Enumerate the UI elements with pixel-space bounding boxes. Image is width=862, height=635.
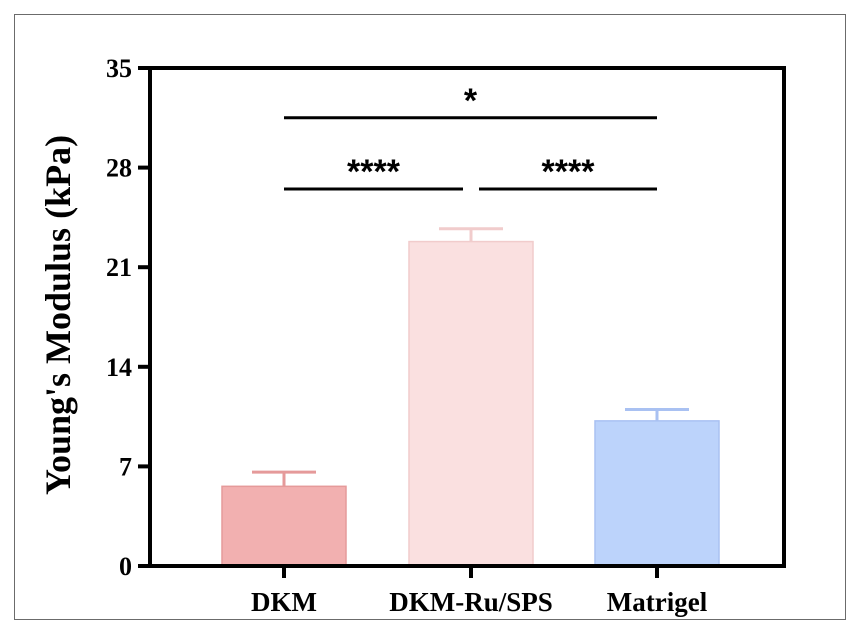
- axes-group: [148, 66, 786, 568]
- y-ticks-group: 0 7 14 21 28 35: [106, 54, 150, 581]
- figure-frame: [14, 14, 846, 620]
- bar-dkm: [221, 485, 347, 567]
- y-tick-label: 0: [119, 552, 132, 581]
- y-tick-label: 14: [106, 353, 132, 382]
- x-category-label: DKM: [251, 587, 317, 617]
- y-tick-label: 7: [119, 452, 132, 481]
- bar-matrigel: [594, 420, 720, 567]
- error-bars-group: [252, 227, 689, 487]
- y-axis-label: Young's Modulus (kPa): [38, 135, 78, 495]
- y-tick-label: 35: [106, 54, 132, 83]
- significance-group: ***** ****: [284, 82, 657, 191]
- x-categories-group: DKM DKM-Ru/SPS Matrigel: [251, 566, 708, 617]
- significance-label: *: [464, 82, 478, 120]
- x-category-label: DKM-Ru/SPS: [389, 587, 553, 617]
- significance-label: ****: [347, 153, 401, 191]
- x-category-label: Matrigel: [607, 587, 708, 617]
- y-tick-label: 21: [106, 253, 132, 282]
- significance-label: ****: [542, 153, 596, 191]
- y-tick-label: 28: [106, 154, 132, 183]
- bars-group: [221, 240, 720, 567]
- bar-dkm-ru-sps: [408, 240, 534, 567]
